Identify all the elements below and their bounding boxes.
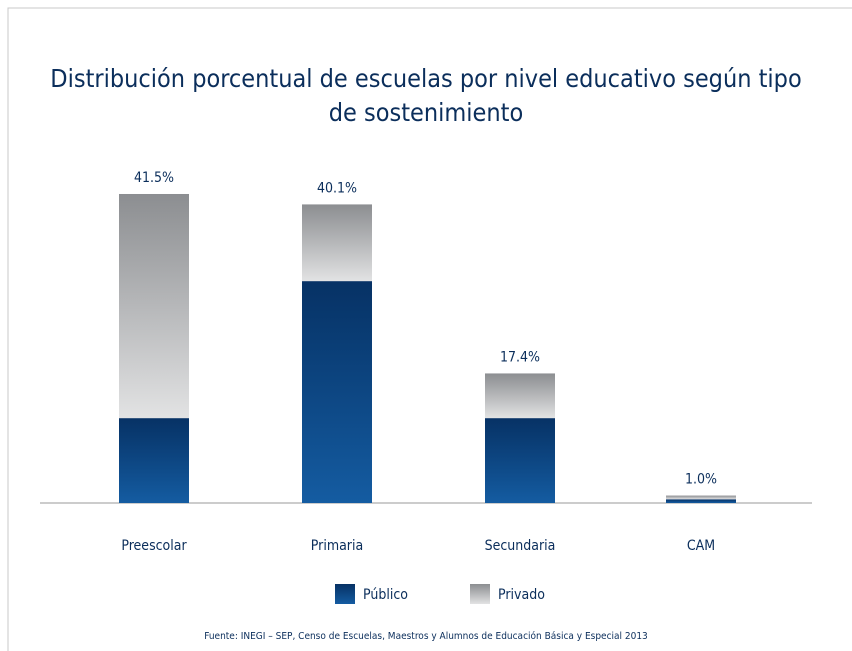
legend-swatch <box>335 584 355 604</box>
legend-swatch <box>470 584 490 604</box>
x-tick-label: Preescolar <box>121 538 187 554</box>
bar-segment <box>119 418 189 503</box>
legend-label: Privado <box>498 587 545 603</box>
chart-title: Distribución porcentual de escuelas por … <box>50 64 801 127</box>
bar-segment <box>666 495 736 500</box>
total-label: 40.1% <box>317 180 357 196</box>
source: Fuente: INEGI – SEP, Censo de Escuelas, … <box>204 630 648 642</box>
x-tick-label: CAM <box>687 538 715 554</box>
bar-segment <box>485 418 555 503</box>
bar-segment <box>302 281 372 503</box>
x-tick-label: Primaria <box>311 538 363 554</box>
frame <box>7 7 852 651</box>
bar-segment <box>302 204 372 282</box>
x-tick-label: Secundaria <box>485 538 556 554</box>
bar-segment <box>119 193 189 419</box>
bar-segment <box>485 373 555 419</box>
total-label: 41.5% <box>134 170 174 186</box>
legend-label: Público <box>363 587 408 603</box>
bar-segment <box>666 499 736 503</box>
total-label: 1.0% <box>685 472 717 488</box>
total-label: 17.4% <box>500 349 540 365</box>
